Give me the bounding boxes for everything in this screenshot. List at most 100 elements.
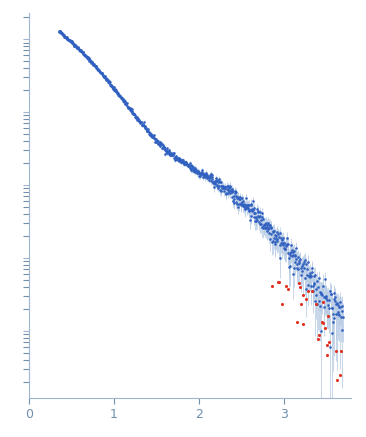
- Point: [171, 155, 177, 162]
- Point: [115, 89, 120, 96]
- Point: [188, 162, 194, 169]
- Point: [122, 98, 128, 105]
- Point: [280, 241, 286, 248]
- Point: [116, 92, 122, 99]
- Point: [193, 168, 198, 175]
- Point: [128, 105, 134, 112]
- Point: [79, 49, 85, 56]
- Point: [216, 182, 222, 189]
- Point: [201, 172, 207, 179]
- Point: [252, 209, 258, 216]
- Point: [159, 145, 165, 152]
- Point: [293, 244, 299, 251]
- Point: [106, 80, 112, 87]
- Point: [332, 294, 338, 301]
- Point: [85, 54, 91, 61]
- Point: [303, 285, 309, 292]
- Point: [197, 172, 202, 179]
- Point: [138, 118, 144, 125]
- Point: [301, 258, 307, 265]
- Point: [276, 233, 282, 240]
- Point: [100, 71, 106, 78]
- Point: [101, 74, 107, 81]
- Point: [245, 204, 251, 211]
- Point: [298, 300, 303, 307]
- Point: [227, 182, 232, 189]
- Point: [249, 208, 255, 215]
- Point: [67, 38, 73, 45]
- Point: [284, 241, 290, 248]
- Point: [302, 257, 308, 264]
- Point: [321, 283, 326, 290]
- Point: [124, 102, 130, 109]
- Point: [259, 223, 265, 230]
- Point: [114, 90, 120, 97]
- Point: [292, 253, 298, 260]
- Point: [98, 69, 104, 76]
- Point: [319, 291, 325, 298]
- Point: [63, 33, 69, 40]
- Point: [225, 183, 231, 190]
- Point: [284, 243, 290, 250]
- Point: [215, 179, 221, 186]
- Point: [254, 205, 260, 212]
- Point: [147, 131, 153, 138]
- Point: [144, 127, 150, 134]
- Point: [141, 122, 146, 129]
- Point: [203, 173, 209, 180]
- Point: [89, 59, 95, 66]
- Point: [172, 154, 178, 161]
- Point: [157, 138, 163, 145]
- Point: [315, 336, 321, 343]
- Point: [295, 266, 301, 273]
- Point: [69, 39, 75, 46]
- Point: [219, 183, 225, 190]
- Point: [190, 167, 196, 174]
- Point: [86, 56, 92, 63]
- Point: [249, 205, 255, 212]
- Point: [268, 230, 274, 237]
- Point: [188, 166, 194, 173]
- Point: [222, 184, 228, 191]
- Point: [175, 156, 180, 163]
- Point: [266, 222, 272, 229]
- Point: [199, 168, 205, 175]
- Point: [298, 265, 304, 272]
- Point: [117, 93, 123, 100]
- Point: [320, 319, 325, 326]
- Point: [112, 86, 118, 93]
- Point: [118, 94, 124, 101]
- Point: [338, 348, 344, 355]
- Point: [168, 149, 173, 156]
- Point: [131, 111, 137, 118]
- Point: [81, 52, 87, 59]
- Point: [299, 267, 305, 274]
- Point: [81, 50, 86, 57]
- Point: [173, 153, 179, 160]
- Point: [332, 298, 338, 305]
- Point: [85, 55, 91, 62]
- Point: [291, 248, 297, 255]
- Point: [275, 278, 281, 285]
- Point: [127, 106, 133, 113]
- Point: [130, 110, 135, 117]
- Point: [172, 156, 178, 163]
- Point: [240, 197, 246, 204]
- Point: [160, 142, 166, 149]
- Point: [75, 44, 81, 51]
- Point: [76, 47, 82, 54]
- Point: [282, 246, 288, 253]
- Point: [155, 140, 161, 147]
- Point: [179, 159, 185, 166]
- Point: [61, 33, 67, 40]
- Point: [246, 201, 251, 208]
- Point: [331, 290, 337, 297]
- Point: [115, 89, 121, 96]
- Point: [78, 47, 84, 54]
- Point: [305, 281, 311, 288]
- Point: [340, 303, 346, 310]
- Point: [141, 119, 147, 126]
- Point: [150, 133, 156, 140]
- Point: [285, 240, 291, 247]
- Point: [314, 292, 320, 299]
